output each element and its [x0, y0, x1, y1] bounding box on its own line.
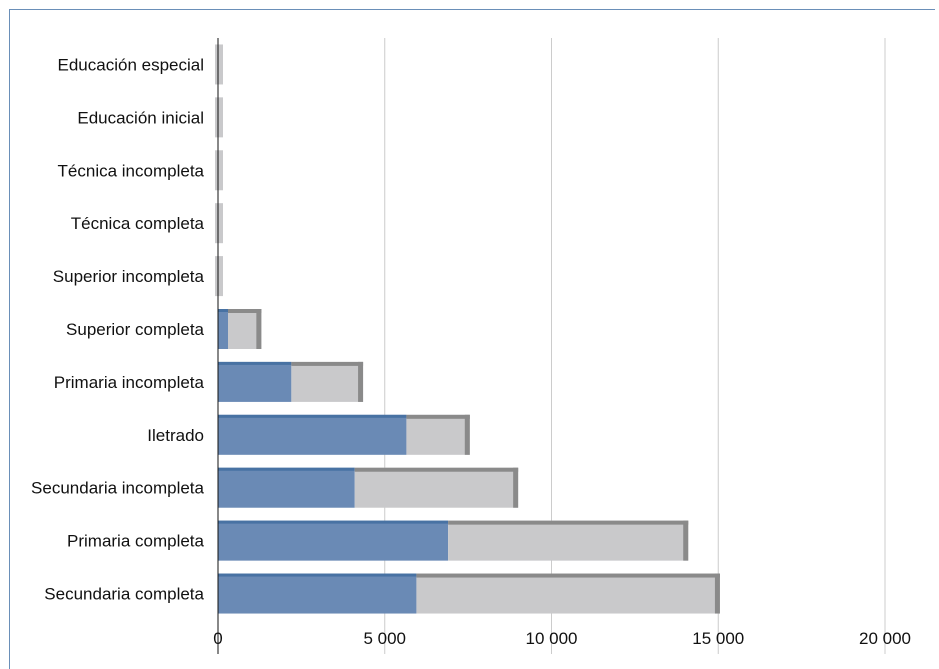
bar-series-2	[215, 203, 224, 244]
category-label: Educación especial	[58, 55, 204, 74]
category-label: Superior completa	[66, 320, 205, 339]
bar-series-1	[218, 361, 292, 402]
bar-series-2-top-edge	[228, 309, 262, 313]
category-label: Secundaria completa	[44, 585, 204, 604]
bar-series-1	[218, 520, 449, 561]
bar-series-1	[218, 573, 417, 614]
bar-series-1	[218, 309, 229, 349]
category-label: Superior incompleta	[53, 267, 205, 286]
bar-series-1-top-edge	[218, 361, 292, 365]
bar-series-1	[218, 414, 407, 455]
bar-series-2	[354, 467, 519, 508]
chart-frame	[9, 9, 935, 669]
bar-series-2	[228, 309, 262, 349]
bar-series-2-top-edge	[406, 414, 470, 419]
bar-series-2	[215, 97, 224, 138]
bar-series-2-end-cap	[714, 573, 720, 614]
category-label: Educación inicial	[77, 108, 204, 127]
bar-series-2-end-cap	[683, 520, 689, 561]
bar-series-2-end-cap	[256, 309, 262, 349]
x-tick-label: 0	[213, 629, 222, 648]
category-label: Técnica incompleta	[58, 161, 205, 180]
bar-series-1-top-edge	[218, 573, 417, 577]
bar-series-2-end-cap	[464, 414, 470, 455]
category-label: Iletrado	[147, 426, 204, 445]
x-tick-label: 20 000	[859, 629, 911, 648]
bar-series-2-end-cap	[358, 361, 364, 402]
bar-series-2	[416, 573, 720, 614]
grid-lines	[384, 38, 886, 654]
category-label: Secundaria incompleta	[31, 479, 204, 498]
bar-series-1-top-edge	[218, 520, 449, 524]
bar-series-1	[218, 467, 355, 508]
x-tick-label: 10 000	[526, 629, 578, 648]
bar-series-2-top-edge	[354, 467, 519, 472]
bar-series-1-top-edge	[218, 467, 355, 471]
category-label: Primaria incompleta	[54, 373, 205, 392]
bar-series-2-top-edge	[416, 573, 720, 578]
category-label: Primaria completa	[67, 532, 205, 551]
bar-series-2-top-edge	[291, 361, 364, 366]
bar-chart: Educación especial Educación inicial Técni…	[31, 38, 911, 654]
category-label: Técnica completa	[71, 214, 205, 233]
bar-series-2	[215, 256, 224, 297]
bar-series-2-top-edge	[448, 520, 689, 525]
bar-series-2	[215, 150, 224, 191]
bar-series-2	[406, 414, 470, 455]
bar-series-1-top-edge	[218, 414, 407, 418]
x-tick-labels: 0 5 000 10 000 15 000 20 000	[213, 629, 911, 648]
bar-series-2	[291, 361, 364, 402]
bar-series-1-top-edge	[218, 309, 229, 312]
bars	[215, 44, 720, 614]
x-tick-label: 15 000	[692, 629, 744, 648]
x-tick-label: 5 000	[363, 629, 406, 648]
category-labels: Educación especial Educación inicial Técni…	[31, 55, 204, 603]
bar-series-2-end-cap	[513, 467, 519, 508]
bar-series-2	[215, 44, 224, 85]
bar-series-2	[448, 520, 689, 561]
